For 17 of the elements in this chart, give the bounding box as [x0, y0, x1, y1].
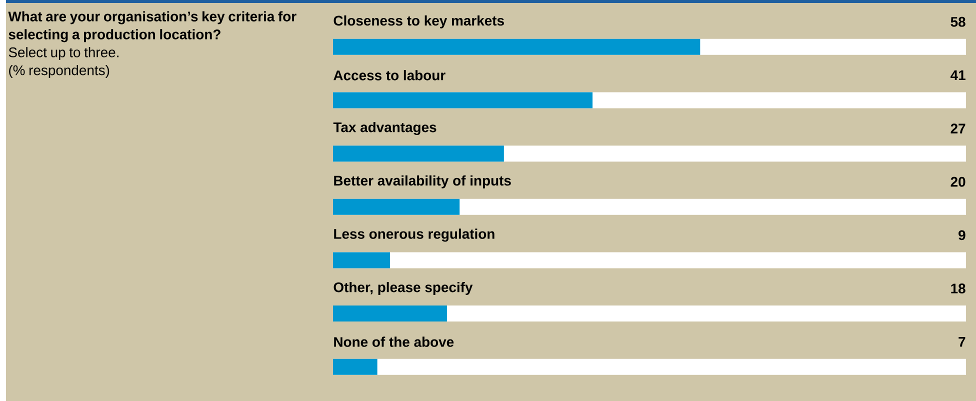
data-label: 41: [950, 70, 966, 80]
data-label: 18: [951, 284, 966, 294]
data-label: 20: [950, 176, 966, 187]
text: Select up to three.: [8, 47, 118, 60]
y-tick-label: Better availability of inputs: [334, 175, 511, 188]
text: What are your organisation’s key criteria for selecting a production location?: [8, 11, 296, 42]
data-label: 7: [958, 337, 966, 347]
text: (% respondents): [9, 64, 110, 78]
y-tick-label: None of the above: [334, 336, 454, 347]
y-tick-label: Closeness to key markets: [334, 15, 504, 28]
data-label: 27: [950, 124, 966, 134]
y-tick-label: Access to labour: [334, 70, 446, 80]
data-label: 9: [958, 230, 966, 240]
data-label: 58: [950, 16, 966, 27]
y-tick-label: Tax advantages: [333, 122, 436, 136]
y-tick-label: Less onerous regulation: [334, 228, 494, 242]
y-tick-label: Other, please specify: [334, 282, 473, 295]
